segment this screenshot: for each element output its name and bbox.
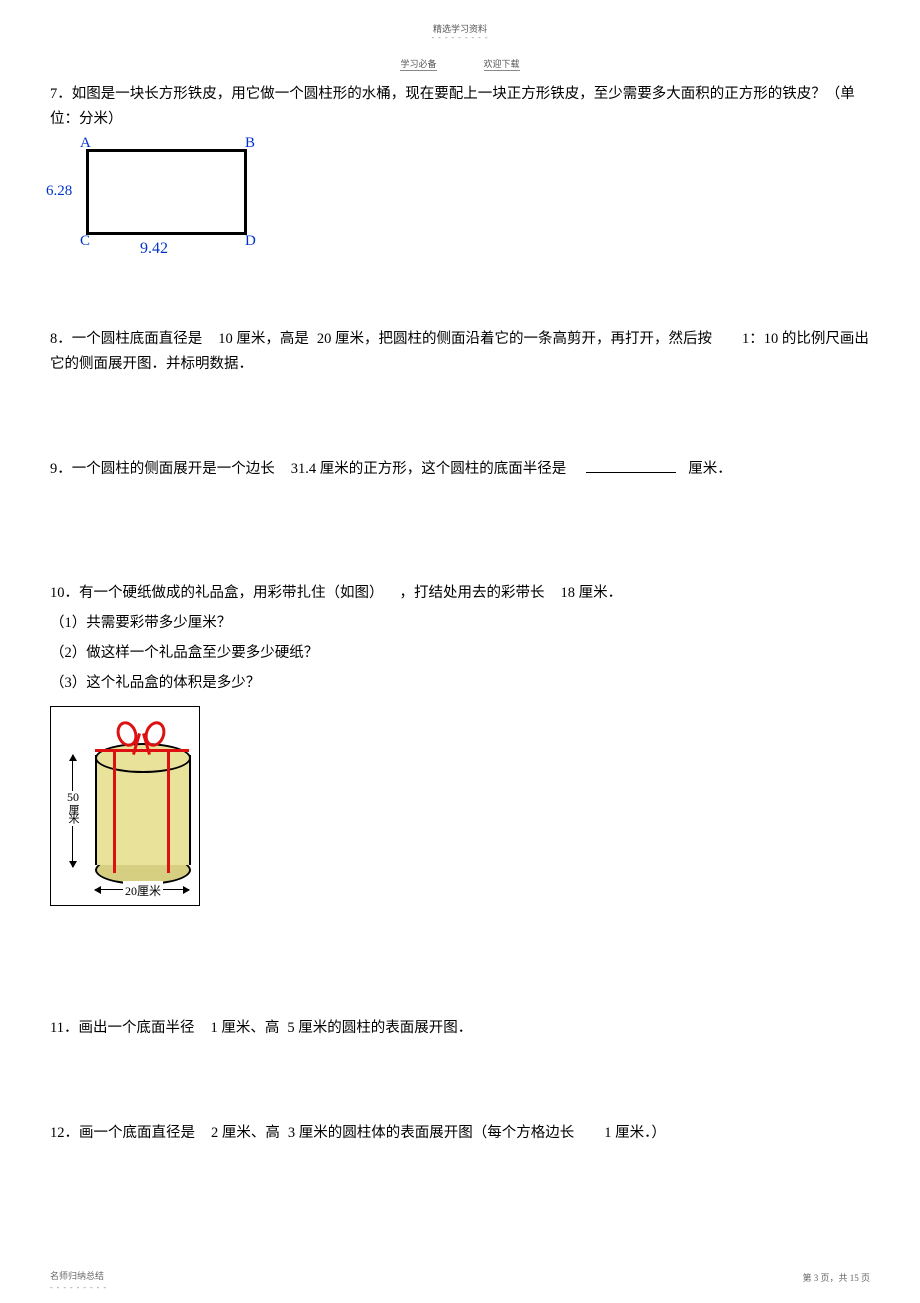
q7-rectangle (86, 149, 247, 235)
header-dashes: - - - - - - - - - (50, 33, 870, 42)
footer-right-suffix: 页 (859, 1273, 870, 1283)
question-9: 9．一个圆柱的侧面展开是一个边长 31.4 厘米的正方形，这个圆柱的底面半径是 厘米… (50, 457, 870, 482)
footer-right-prefix: 第 (802, 1273, 813, 1283)
page-content: 精选学习资料 - - - - - - - - - 学习必备 欢迎下载 7．如图是… (0, 0, 920, 1185)
q7-figure: A B C D 6.28 9.42 (50, 137, 260, 257)
q10-sub3: （3）这个礼品盒的体积是多少？ (50, 670, 870, 696)
footer-dashes: - - - - - - - - - (50, 1283, 107, 1292)
q7-width-label: 9.42 (140, 235, 168, 262)
q7-label-b: B (245, 131, 255, 157)
question-8: 8．一个圆柱底面直径是 10 厘米，高是 20 厘米，把圆柱的侧面沿着它的一条高剪开… (50, 327, 870, 376)
ribbon-vertical-right (167, 751, 170, 873)
q12-d: 2 厘米、高 (211, 1125, 280, 1141)
q10-figure: 50 厘米 20厘米 (50, 706, 200, 906)
height-dimension: 50 厘米 (61, 755, 85, 867)
height-num: 50 (67, 790, 79, 804)
q7-label-a: A (80, 131, 91, 157)
q7-label-d: D (245, 229, 256, 255)
q12-h: 3 厘米的圆柱体的表面展开图（每个方格边长 (288, 1125, 574, 1141)
footer-left-text: 名师归纳总结 (50, 1271, 104, 1281)
q8-h: 20 厘米，把圆柱的侧面沿着它的一条高剪开，再打开，然后按 (317, 331, 712, 347)
height-unit: 厘米 (67, 804, 79, 822)
ribbon-vertical-left (113, 751, 116, 873)
header-sub-left: 学习必备 (400, 57, 436, 71)
q12-grid: 1 厘米．） (604, 1125, 666, 1141)
footer-left: 名师归纳总结 - - - - - - - - - (50, 1271, 107, 1293)
q9-blank[interactable] (586, 472, 676, 473)
question-12: 12．画一个底面直径是 2 厘米、高 3 厘米的圆柱体的表面展开图（每个方格边长 1 … (50, 1121, 870, 1146)
q9-edge: 31.4 厘米的正方形，这个圆柱的底面半径是 (291, 461, 567, 477)
q9-prefix: 9．一个圆柱的侧面展开是一个边长 (50, 461, 275, 477)
header-subtitle-wrap: 学习必备 欢迎下载 (50, 56, 870, 72)
q11-prefix: 11．画出一个底面半径 (50, 1020, 194, 1036)
q10-knot: 18 厘米． (561, 585, 623, 601)
q10-sub2: （2）做这样一个礼品盒至少要多少硬纸？ (50, 640, 870, 666)
q12-prefix: 12．画一个底面直径是 (50, 1125, 195, 1141)
page-footer: 名师归纳总结 - - - - - - - - - 第 3 页，共 15 页 (50, 1271, 870, 1293)
q8-prefix: 8．一个圆柱底面直径是 (50, 331, 202, 347)
footer-total-pages: 15 (850, 1273, 859, 1283)
footer-right: 第 3 页，共 15 页 (802, 1271, 870, 1293)
width-dimension-label: 20厘米 (123, 881, 163, 901)
height-dimension-label: 50 厘米 (63, 791, 83, 825)
q10-comma: ，打结处用去的彩带长 (400, 585, 545, 601)
q10-line: 10．有一个硬纸做成的礼品盒，用彩带扎住（如图） (50, 585, 384, 601)
q7-label-c: C (80, 229, 90, 255)
footer-right-mid: 页，共 (818, 1273, 850, 1283)
question-7: 7．如图是一块长方形铁皮，用它做一个圆柱形的水桶，现在要配上一块正方形铁皮，至少… (50, 82, 870, 257)
q9-unit: 厘米． (688, 461, 732, 477)
question-10: 10．有一个硬纸做成的礼品盒，用彩带扎住（如图） ，打结处用去的彩带长 18 厘米．… (50, 581, 870, 906)
q10-sub1: （1）共需要彩带多少厘米？ (50, 610, 870, 636)
q11-h: 5 厘米的圆柱的表面展开图． (287, 1020, 472, 1036)
width-dimension: 20厘米 (95, 881, 189, 897)
ribbon-bow-icon (123, 721, 159, 751)
q11-r: 1 厘米、高 (210, 1020, 279, 1036)
q7-text: 7．如图是一块长方形铁皮，用它做一个圆柱形的水桶，现在要配上一块正方形铁皮，至少… (50, 86, 855, 127)
q7-height-label: 6.28 (46, 179, 72, 205)
header-sub-right: 欢迎下载 (484, 57, 520, 71)
question-11: 11．画出一个底面半径 1 厘米、高 5 厘米的圆柱的表面展开图． (50, 1016, 870, 1041)
q8-d: 10 厘米，高是 (218, 331, 309, 347)
